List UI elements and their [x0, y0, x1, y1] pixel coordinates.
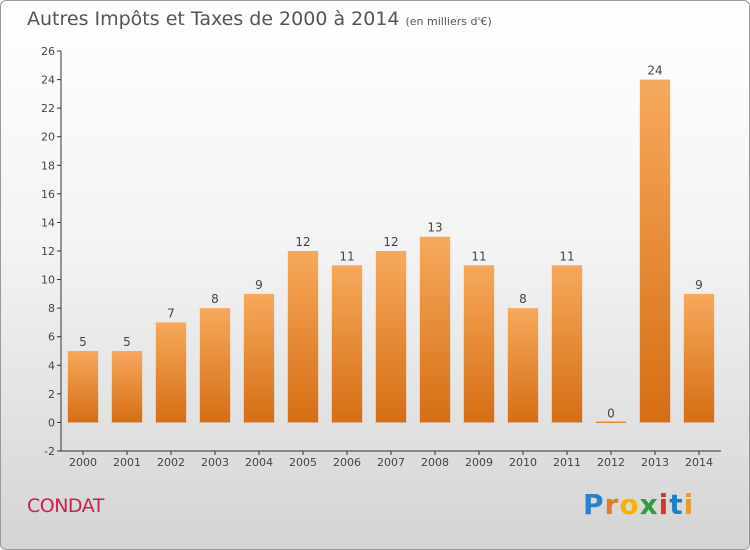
y-tick-label: 8: [48, 302, 55, 315]
x-tick-label: 2004: [245, 456, 273, 469]
x-tick-label: 2005: [289, 456, 317, 469]
x-tick-label: 2006: [333, 456, 361, 469]
x-tick-label: 2013: [641, 456, 669, 469]
x-tick-label: 2012: [597, 456, 625, 469]
y-tick-label: 2: [48, 388, 55, 401]
data-label: 7: [167, 306, 175, 320]
y-tick-label: 14: [41, 216, 55, 229]
y-tick-label: 24: [41, 74, 55, 87]
logo-letter: i: [658, 488, 670, 521]
x-tick-label: 2003: [201, 456, 229, 469]
bar: [507, 308, 539, 423]
y-tick-label: -2: [44, 445, 55, 458]
bar: [199, 308, 231, 423]
data-label: 11: [339, 249, 354, 263]
bar: [331, 265, 363, 423]
proxiti-logo: Proxiti: [583, 488, 694, 521]
data-label: 24: [647, 64, 662, 78]
x-tick-label: 2002: [157, 456, 185, 469]
logo-letter: i: [683, 488, 695, 521]
y-tick-label: 26: [41, 45, 55, 58]
x-tick-label: 2011: [553, 456, 581, 469]
bar: [243, 293, 275, 423]
x-tick-label: 2007: [377, 456, 405, 469]
bar: [683, 293, 715, 423]
y-tick-label: 20: [41, 131, 55, 144]
commune-name: CONDAT: [27, 495, 104, 517]
logo-letter: P: [583, 488, 605, 521]
data-label: 11: [471, 249, 486, 263]
chart-title: Autres Impôts et Taxes de 2000 à 2014 (en…: [27, 8, 492, 30]
x-tick-label: 2009: [465, 456, 493, 469]
data-label: 0: [607, 406, 615, 420]
y-tick-label: 10: [41, 274, 55, 287]
bar: [419, 236, 451, 423]
data-label: 9: [255, 278, 263, 292]
chart-title-text: Autres Impôts et Taxes de 2000 à 2014: [27, 8, 400, 30]
data-label: 8: [519, 292, 527, 306]
bar: [67, 351, 99, 423]
y-tick-label: 18: [41, 159, 55, 172]
y-tick-label: 6: [48, 331, 55, 344]
bar: [639, 79, 671, 423]
bar: [551, 265, 583, 423]
bar: [375, 251, 407, 423]
y-tick-label: 4: [48, 359, 55, 372]
logo-letter: r: [604, 488, 620, 521]
data-label: 13: [427, 221, 442, 235]
y-tick-label: 16: [41, 188, 55, 201]
logo-letter: o: [619, 488, 640, 521]
bar: [595, 421, 627, 423]
y-tick-label: 0: [48, 416, 55, 429]
bar: [155, 322, 187, 423]
logo-letter: t: [669, 488, 684, 521]
data-label: 9: [695, 278, 703, 292]
bar: [111, 351, 143, 423]
x-tick-label: 2001: [113, 456, 141, 469]
y-tick-label: 22: [41, 102, 55, 115]
x-tick-label: 2000: [69, 456, 97, 469]
x-tick-label: 2014: [685, 456, 713, 469]
x-tick-label: 2010: [509, 456, 537, 469]
x-tick-label: 2008: [421, 456, 449, 469]
bar: [463, 265, 495, 423]
data-label: 5: [123, 335, 131, 349]
logo-letter: x: [639, 488, 659, 521]
data-label: 11: [559, 249, 574, 263]
chart-unit: (en milliers d'€): [405, 15, 492, 28]
y-tick-label: 12: [41, 245, 55, 258]
data-label: 12: [295, 235, 310, 249]
data-label: 8: [211, 292, 219, 306]
bar: [287, 251, 319, 423]
data-label: 12: [383, 235, 398, 249]
data-label: 5: [79, 335, 87, 349]
